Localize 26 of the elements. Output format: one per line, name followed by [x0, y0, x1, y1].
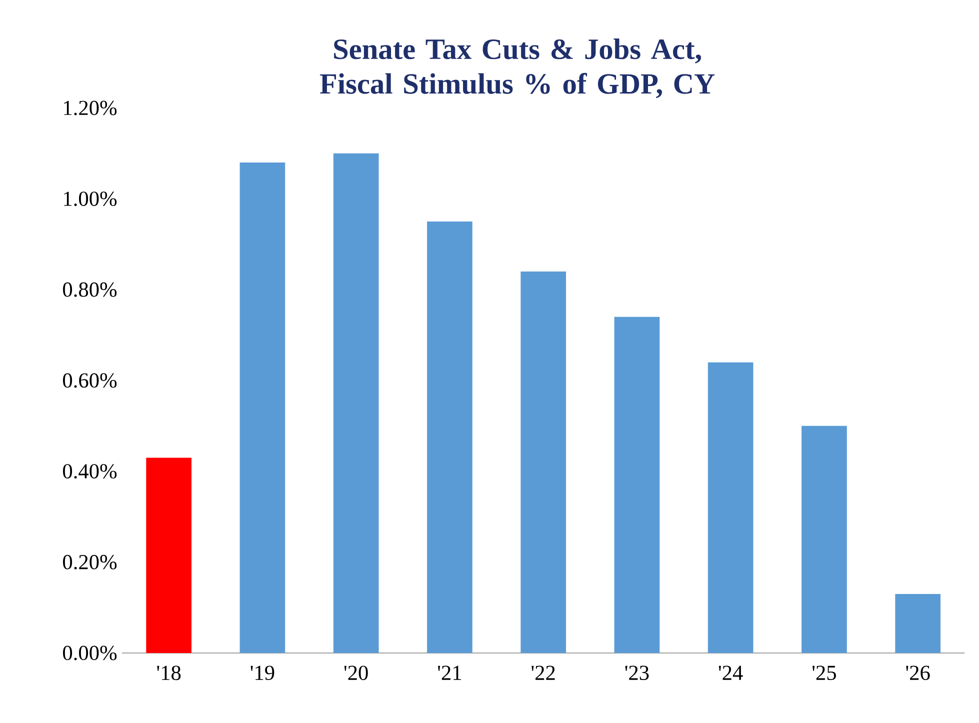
y-tick-label: 0.00%: [63, 646, 117, 660]
x-tick-label: '26: [906, 666, 930, 680]
y-tick-label: 0.40%: [63, 464, 117, 479]
chart-title: Senate Tax Cuts & Jobs Act, Fiscal Stimulus % of GDP, CY: [320, 38, 715, 98]
y-tick-label: 0.20%: [63, 554, 117, 570]
bar: [146, 458, 192, 653]
x-tick-label: '18: [157, 666, 181, 680]
bar: [240, 162, 286, 653]
bar: [427, 222, 472, 653]
x-tick-label: '22: [532, 666, 555, 680]
y-tick-label: 1.20%: [64, 100, 117, 116]
x-tick-label: '23: [625, 666, 649, 680]
bar: [895, 594, 941, 653]
x-tick-label: '20: [344, 666, 368, 680]
y-tick-label: 0.80%: [63, 282, 117, 297]
bar: [708, 362, 754, 653]
bar: [520, 271, 566, 653]
bar: [614, 316, 660, 653]
bar: [333, 153, 379, 653]
bar: [802, 426, 847, 653]
y-tick-label: 0.60%: [63, 373, 117, 388]
x-tick-label: '19: [250, 666, 274, 680]
x-tick-label: '25: [812, 666, 836, 680]
y-tick-label: 1.00%: [64, 192, 117, 206]
x-tick-label: '24: [718, 666, 743, 680]
x-tick-label: '21: [438, 666, 462, 680]
